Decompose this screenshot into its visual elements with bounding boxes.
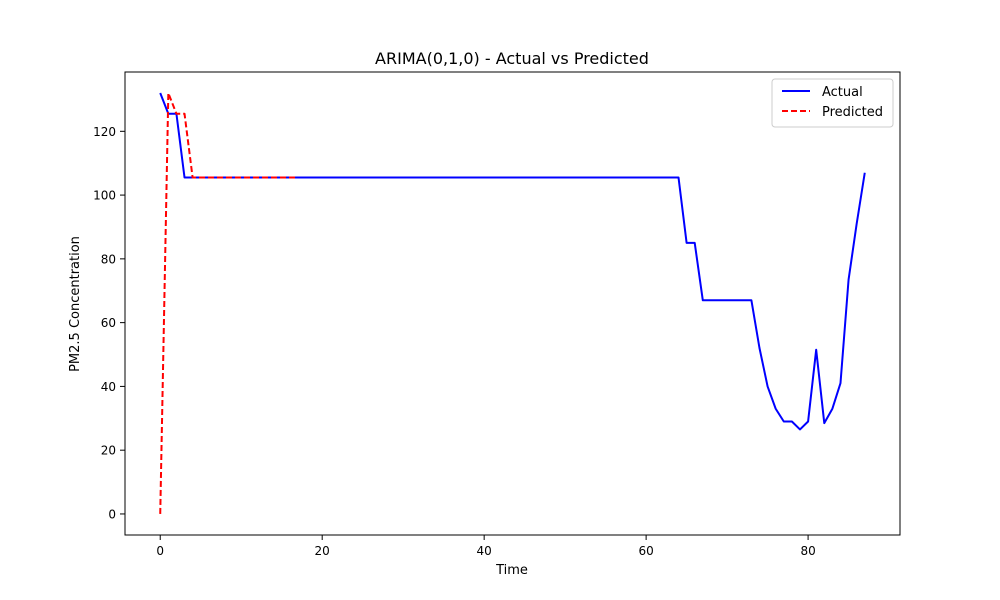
x-tick-label: 60: [638, 544, 653, 558]
legend: Actual Predicted: [771, 78, 894, 128]
y-tick-label: 40: [101, 380, 116, 394]
x-tick-label: 0: [156, 544, 164, 558]
plot-frame: [124, 71, 901, 536]
y-tick-label: 100: [93, 189, 116, 203]
x-tick-label: 40: [477, 544, 492, 558]
x-tick-label: 20: [315, 544, 330, 558]
x-tick-label: 80: [800, 544, 815, 558]
y-tick-label: 0: [108, 507, 116, 521]
y-tick-label: 20: [101, 444, 116, 458]
x-axis-label: Time: [495, 563, 528, 578]
series-line-predicted: [159, 92, 298, 514]
legend-label-predicted: Predicted: [822, 105, 883, 120]
x-axis-ticks: 0 20 40 60 80: [156, 535, 816, 558]
y-axis-label: PM2.5 Concentration: [68, 236, 83, 372]
series-layer: [159, 92, 866, 514]
plot-area: [125, 72, 900, 535]
legend-label-actual: Actual: [822, 85, 863, 100]
y-tick-label: 60: [101, 316, 116, 330]
y-axis-ticks: 0 20 40 60 80 100 120: [93, 125, 125, 521]
y-tick-label: 120: [93, 125, 116, 139]
y-tick-label: 80: [101, 252, 116, 266]
series-line-actual: [159, 92, 866, 431]
chart-title: ARIMA(0,1,0) - Actual vs Predicted: [375, 49, 649, 68]
